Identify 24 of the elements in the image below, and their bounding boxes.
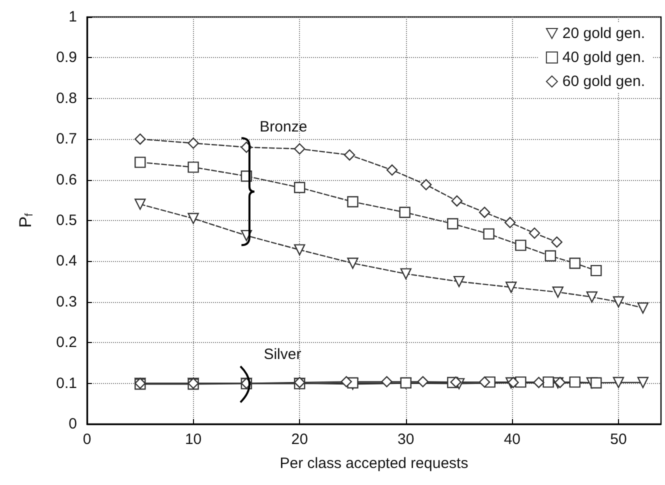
x-tick-label: 10	[184, 431, 202, 448]
y-tick-label: 0.5	[56, 212, 77, 229]
x-tick-label: 40	[504, 431, 521, 448]
y-tick-label: 0.9	[56, 49, 77, 66]
y-tick-label: 0.3	[56, 293, 77, 310]
legend-label: 60 gold gen.	[562, 73, 646, 90]
x-tick-label: 0	[82, 431, 92, 448]
y-tick-label: 0.2	[56, 334, 77, 352]
y-tick-label: 0.6	[56, 171, 77, 188]
x-tick-label: 20	[291, 431, 308, 448]
legend-label: 40 gold gen.	[562, 49, 646, 66]
y-tick-label: 0.7	[56, 130, 77, 148]
y-tick-label: 1	[68, 8, 77, 26]
x-tick-label: 50	[610, 431, 627, 448]
annotation: Silver	[264, 346, 302, 363]
annotation: Bronze	[260, 118, 308, 136]
y-tick-label: 0.4	[56, 252, 77, 270]
y-tick-label: 0	[68, 416, 77, 432]
x-tick-label: 30	[398, 431, 414, 448]
legend-label: 20 gold gen.	[562, 25, 646, 42]
x-axis-title: Per class accepted requests	[280, 455, 468, 472]
y-axis-title: Pf	[16, 212, 36, 228]
y-tick-label: 0.1	[56, 374, 77, 392]
y-tick-label: 0.8	[56, 90, 77, 107]
